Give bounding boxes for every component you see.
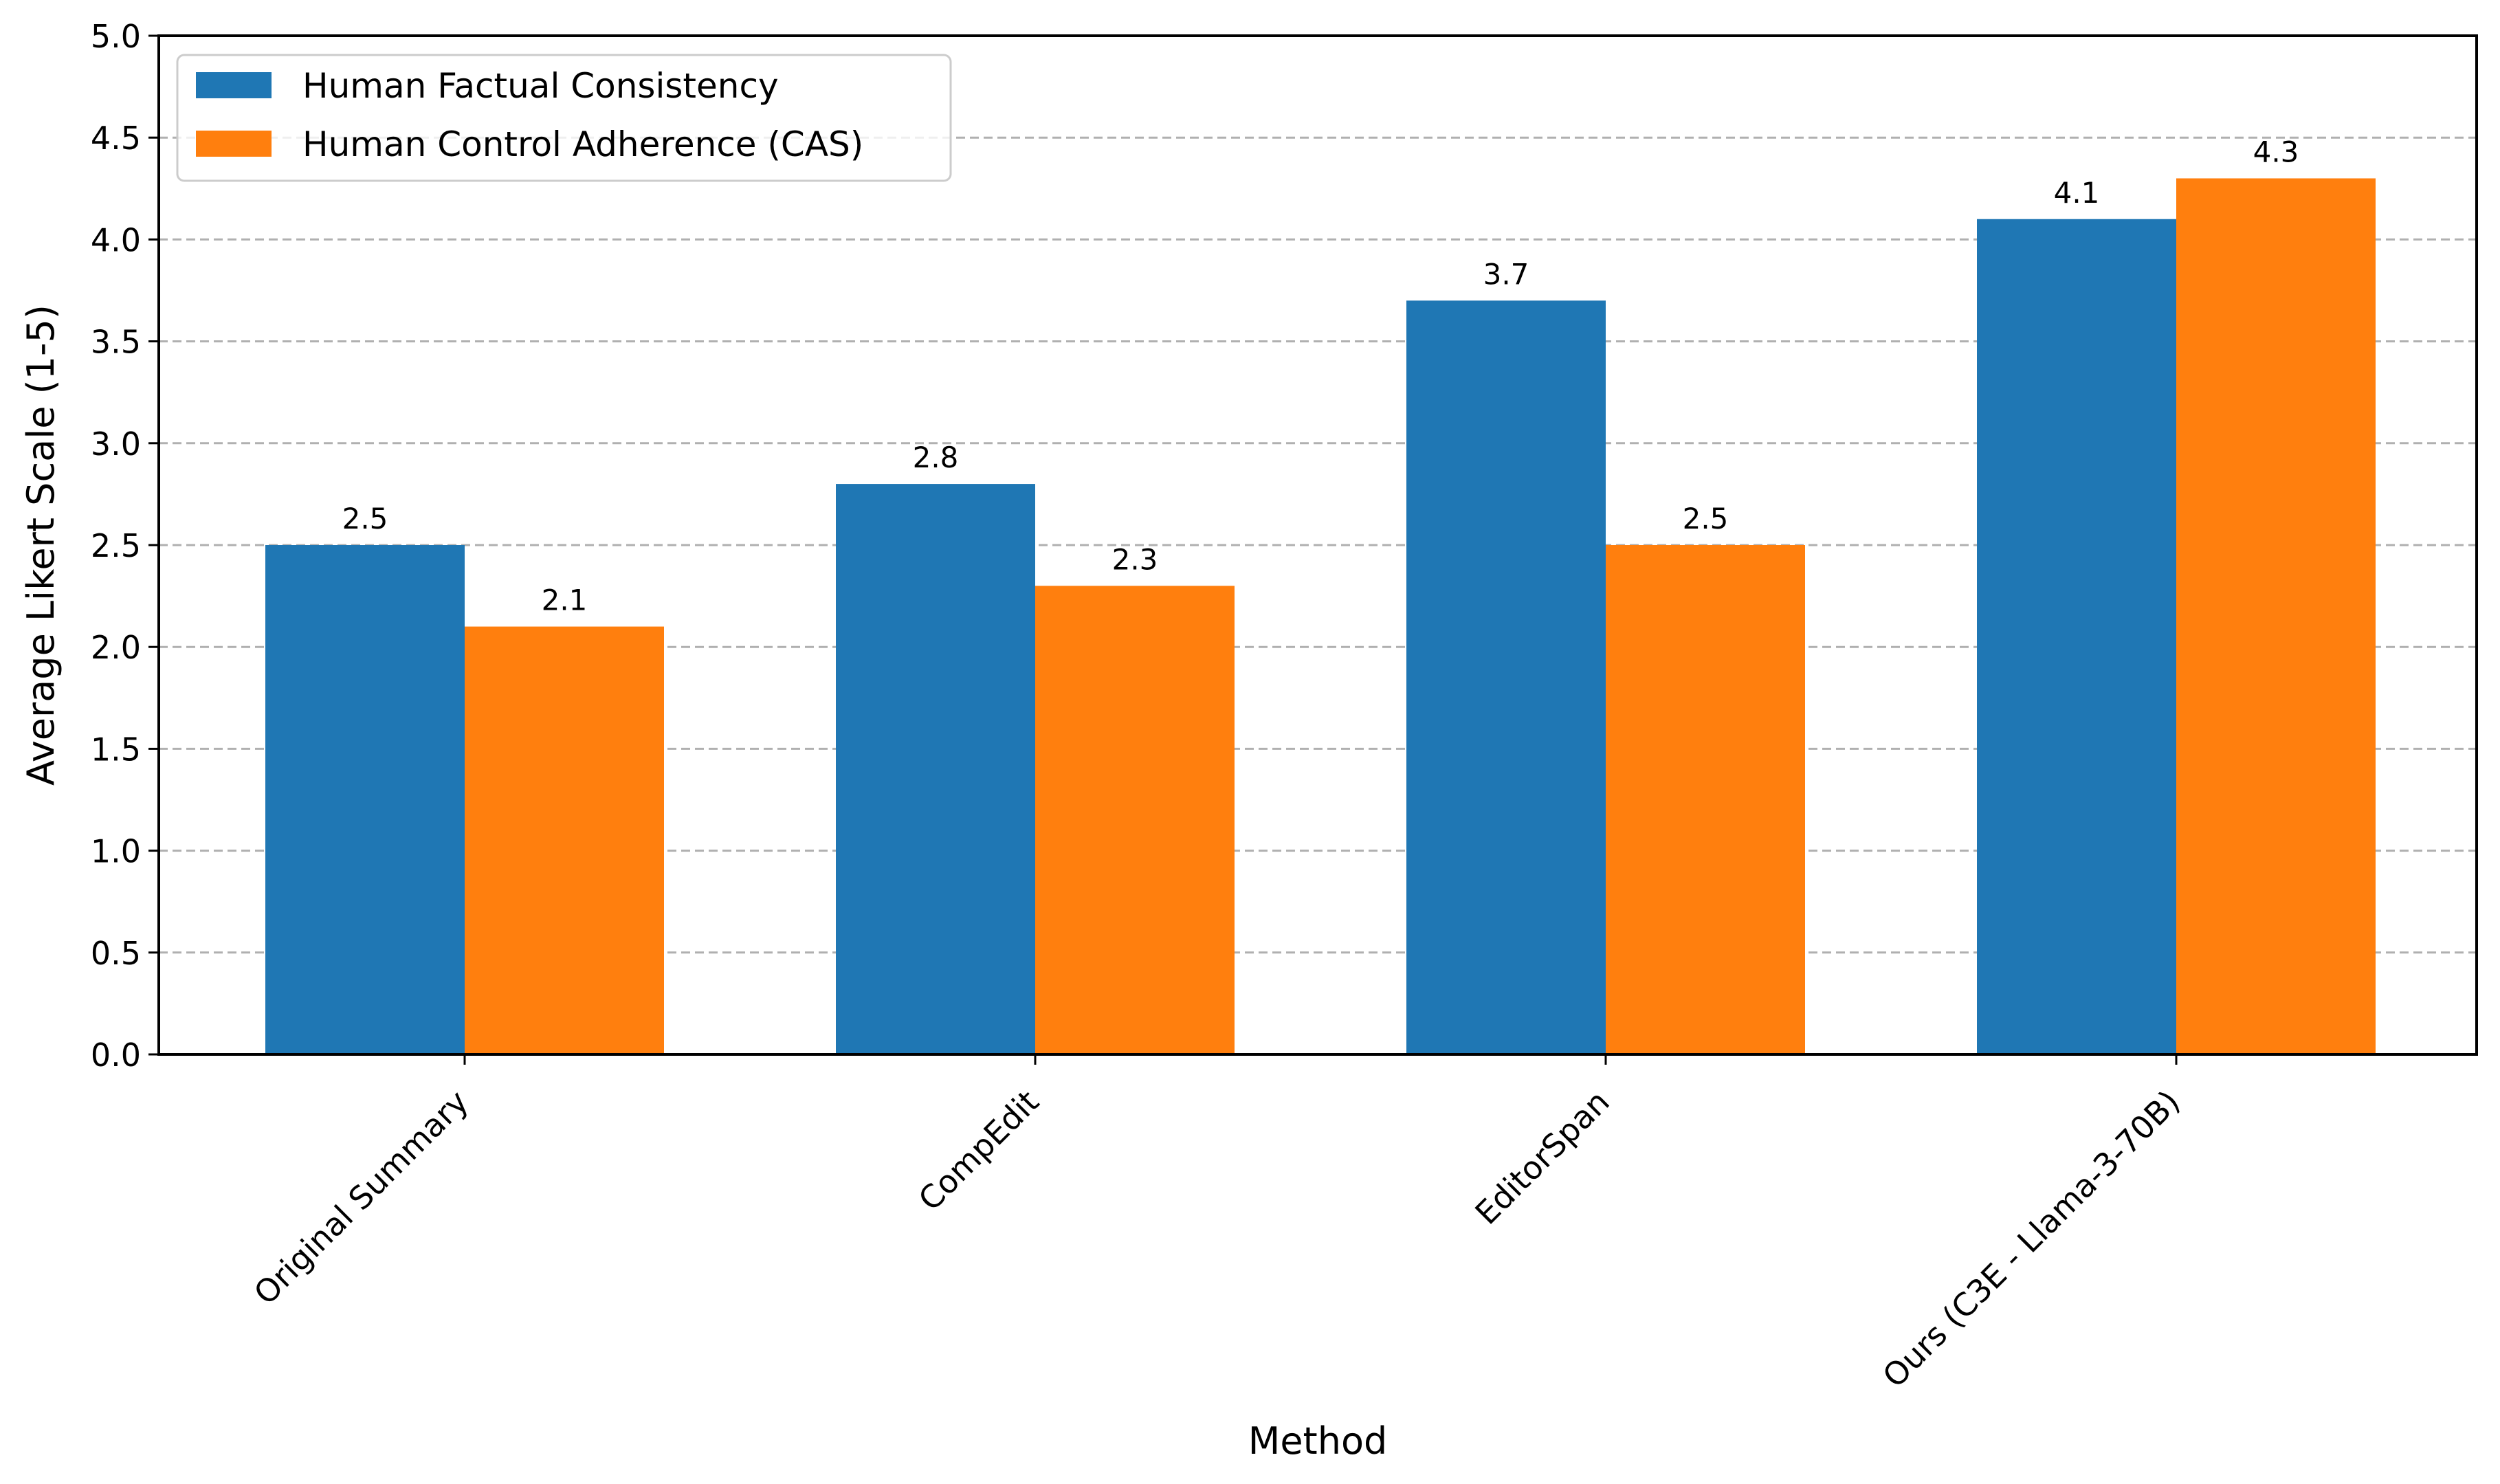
legend-swatch-human-control-adherence	[196, 131, 272, 157]
bar-value-label: 2.5	[1683, 502, 1729, 535]
legend-label-human-factual-consistency: Human Factual Consistency	[302, 66, 779, 106]
y-tick-label: 3.0	[91, 425, 141, 463]
bar-value-label: 2.8	[913, 441, 959, 474]
y-tick-label: 4.5	[91, 120, 141, 157]
bar-value-label: 3.7	[1483, 257, 1529, 291]
legend-swatch-human-factual-consistency	[196, 72, 272, 98]
y-tick-label: 1.0	[91, 833, 141, 870]
bars	[265, 178, 2376, 1055]
legend-label-human-control-adherence: Human Control Adherence (CAS)	[302, 124, 863, 164]
bar-factual-consistency	[1406, 300, 1606, 1054]
y-tick-label: 3.5	[91, 324, 141, 361]
y-tick-label: 1.5	[91, 731, 141, 768]
legend-frame	[176, 54, 952, 182]
x-tick-label: Ours (C3E - Llama-3-70B)	[1875, 1083, 2187, 1395]
bar-value-labels: 2.5 2.1 2.8 2.3 3.7 2.5 4.1 4.3	[342, 135, 2299, 617]
y-tick-label: 2.0	[91, 629, 141, 666]
x-tick-label: Original Summary	[247, 1083, 476, 1312]
bar-value-label: 4.3	[2253, 135, 2299, 168]
bar-factual-consistency	[265, 545, 465, 1054]
y-tick-label: 2.5	[91, 527, 141, 564]
bar-value-label: 2.5	[342, 502, 388, 535]
y-axis-label: Average Likert Scale (1-5)	[19, 304, 63, 786]
bar-control-adherence	[1606, 545, 1805, 1054]
legend: Human Factual Consistency Human Control …	[176, 54, 952, 182]
y-tick-label: 4.0	[91, 221, 141, 258]
y-tick-label: 0.5	[91, 935, 141, 972]
bar-factual-consistency	[836, 484, 1035, 1054]
x-tick-label: EditorSpan	[1468, 1083, 1616, 1232]
x-tick-label: CompEdit	[911, 1083, 1046, 1218]
y-axis-ticks: 0.0 0.5 1.0 1.5 2.0 2.5 3.0 3.5 4.0 4.5 5.0	[91, 18, 159, 1074]
x-axis-label: Method	[1248, 1419, 1388, 1463]
bar-value-label: 2.1	[542, 584, 588, 617]
bar-factual-consistency	[1977, 219, 2176, 1054]
y-tick-label: 5.0	[91, 18, 141, 55]
bar-control-adherence	[465, 626, 664, 1054]
bar-control-adherence	[2176, 178, 2376, 1055]
x-axis-ticks: Original Summary CompEdit EditorSpan Ours (…	[247, 1054, 2187, 1395]
bar-value-label: 4.1	[2054, 176, 2100, 210]
bar-value-label: 2.3	[1112, 542, 1158, 576]
bar-control-adherence	[1035, 586, 1235, 1054]
y-tick-label: 0.0	[91, 1037, 141, 1074]
